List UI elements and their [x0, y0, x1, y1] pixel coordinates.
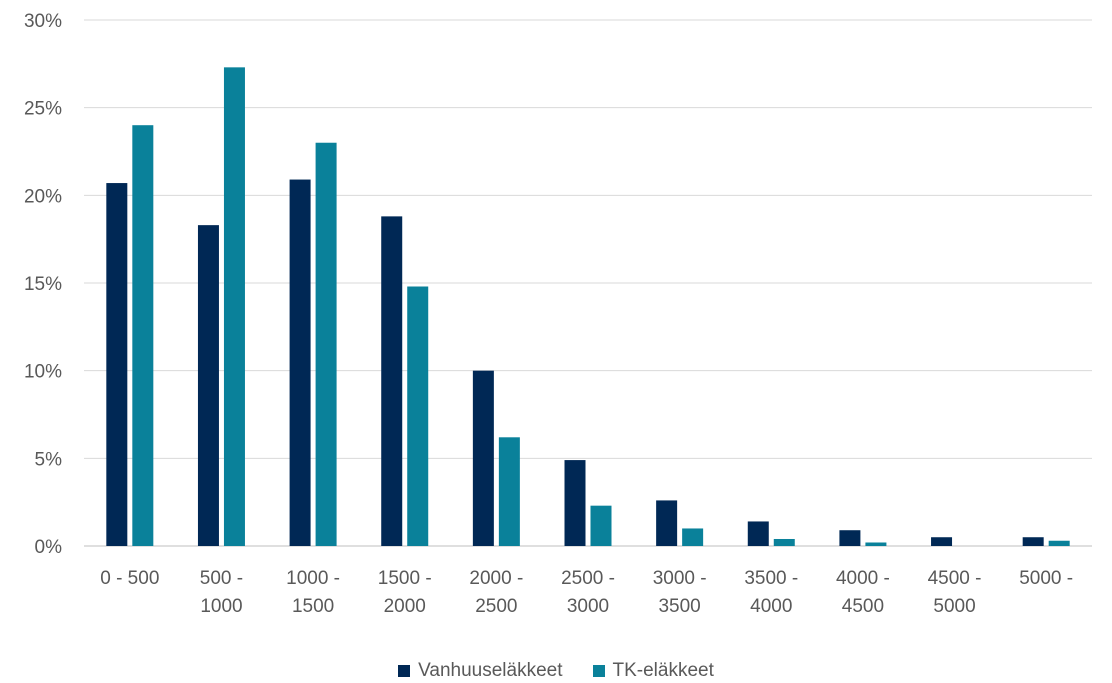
- x-tick-label: 1500 -2000: [378, 568, 432, 617]
- gridlines: [84, 19, 1092, 547]
- bar-series-1: [656, 500, 678, 546]
- legend: Vanhuuseläkkeet TK-eläkkeet: [0, 660, 1112, 682]
- bar-series-2: [132, 125, 154, 546]
- legend-swatch-series-1: [398, 665, 411, 677]
- bar-series-2: [315, 142, 337, 546]
- x-tick-label: 2000 -2500: [469, 568, 523, 617]
- bar-series-1: [1022, 537, 1044, 546]
- legend-swatch-series-2: [592, 665, 605, 677]
- y-tick-label: 30%: [24, 11, 62, 32]
- bar-series-1: [472, 370, 494, 546]
- x-tick-label: 4500 -5000: [928, 568, 982, 617]
- legend-item-series-1: Vanhuuseläkkeet: [398, 660, 563, 682]
- bars: [106, 67, 1070, 546]
- bar-chart: 0% 5% 10% 15% 20% 25% 30% 0 - 500 500 -1000 1000…: [24, 11, 1092, 617]
- y-tick-label: 25%: [24, 99, 62, 120]
- bar-series-2: [865, 542, 887, 546]
- x-axis-ticks: 0 - 500 500 -1000 1000 -1500 1500 -2000 2000…: [100, 568, 1073, 617]
- bar-series-2: [407, 286, 429, 546]
- x-tick-label: 5000 -: [1019, 568, 1073, 589]
- bar-series-1: [931, 537, 953, 546]
- bar-series-1: [289, 179, 311, 546]
- bar-series-1: [106, 183, 128, 546]
- x-tick-label: 0 - 500: [100, 568, 159, 589]
- bar-series-1: [747, 521, 769, 546]
- x-tick-label: 3000 -3500: [653, 568, 707, 617]
- bar-series-2: [773, 538, 795, 546]
- bar-series-2: [590, 505, 612, 546]
- bar-series-1: [839, 530, 861, 546]
- bar-series-2: [498, 437, 520, 546]
- y-tick-label: 10%: [24, 362, 62, 383]
- y-tick-label: 20%: [24, 186, 62, 207]
- x-tick-label: 4000 -4500: [836, 568, 890, 617]
- y-tick-label: 0%: [35, 537, 63, 558]
- bar-series-1: [564, 460, 586, 546]
- x-tick-label: 1000 -1500: [286, 568, 340, 617]
- legend-item-series-2: TK-eläkkeet: [592, 660, 714, 682]
- x-tick-label: 3500 -4000: [744, 568, 798, 617]
- y-tick-label: 5%: [35, 449, 63, 470]
- bar-series-2: [682, 528, 704, 546]
- x-tick-label: 2500 -3000: [561, 568, 615, 617]
- y-axis-ticks: 0% 5% 10% 15% 20% 25% 30%: [24, 11, 62, 558]
- x-tick-label: 500 -1000: [200, 568, 243, 617]
- legend-label-series-1: Vanhuuseläkkeet: [418, 660, 563, 681]
- bar-series-1: [381, 216, 403, 546]
- bar-series-2: [1048, 540, 1070, 546]
- legend-label-series-2: TK-eläkkeet: [612, 660, 714, 681]
- y-tick-label: 15%: [24, 274, 62, 295]
- bar-series-1: [197, 225, 219, 546]
- bar-series-2: [223, 67, 245, 546]
